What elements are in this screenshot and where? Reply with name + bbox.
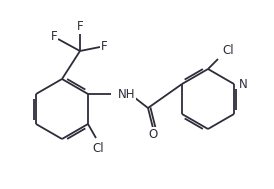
Text: O: O	[148, 128, 158, 140]
Text: Cl: Cl	[92, 142, 104, 154]
Text: NH: NH	[118, 88, 135, 101]
Text: F: F	[77, 20, 83, 33]
Text: F: F	[51, 30, 57, 43]
Text: F: F	[101, 40, 107, 53]
Text: N: N	[239, 77, 248, 91]
Text: Cl: Cl	[222, 44, 234, 57]
